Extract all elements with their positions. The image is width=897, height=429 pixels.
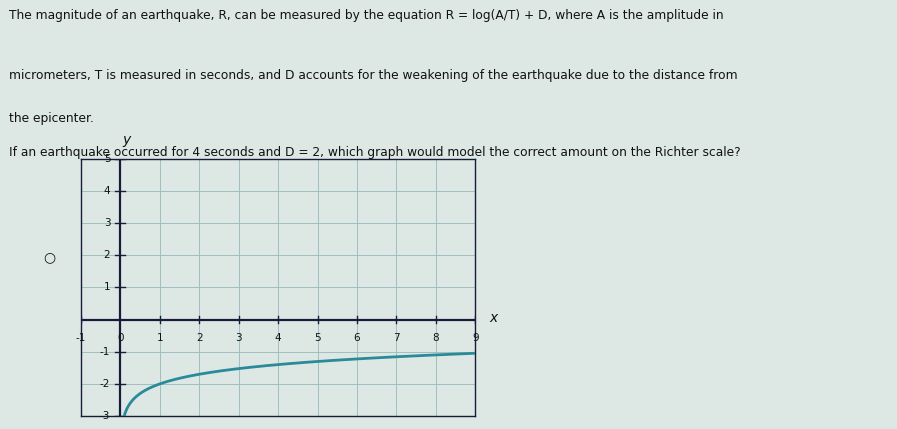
Text: ○: ○ [43,251,56,264]
Text: y: y [122,133,130,148]
Text: 2: 2 [104,250,110,260]
Text: 3: 3 [104,218,110,228]
Text: -1: -1 [75,333,86,343]
Text: 3: 3 [235,333,242,343]
Text: micrometers, T is measured in seconds, and D accounts for the weakening of the e: micrometers, T is measured in seconds, a… [9,69,737,82]
Text: 9: 9 [472,333,479,343]
Text: If an earthquake occurred for 4 seconds and D = 2, which graph would model the c: If an earthquake occurred for 4 seconds … [9,146,741,159]
Text: -3: -3 [100,411,110,421]
Text: 8: 8 [432,333,440,343]
Text: The magnitude of an earthquake, R, can be measured by the equation R = log(A/T) : The magnitude of an earthquake, R, can b… [9,9,724,21]
Text: 5: 5 [314,333,321,343]
Text: the epicenter.: the epicenter. [9,112,94,124]
Text: 4: 4 [274,333,282,343]
Text: 1: 1 [156,333,163,343]
Text: 7: 7 [393,333,400,343]
Text: 1: 1 [104,282,110,293]
Text: -1: -1 [100,347,110,357]
Text: x: x [489,311,498,325]
Text: 0: 0 [117,333,124,343]
Text: 2: 2 [196,333,203,343]
Text: 5: 5 [104,154,110,164]
Text: 6: 6 [353,333,361,343]
Text: -2: -2 [100,379,110,389]
Text: 4: 4 [104,186,110,196]
